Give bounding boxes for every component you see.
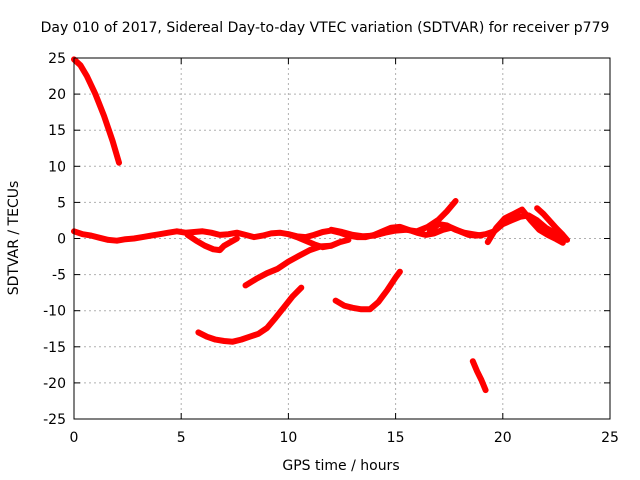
- series-arc-7: [328, 198, 459, 240]
- x-tick-label: 10: [279, 430, 297, 446]
- x-tick-label: 20: [494, 430, 512, 446]
- x-tick-label: 0: [70, 430, 79, 446]
- x-tick-label: 5: [177, 430, 186, 446]
- y-tick-label: 15: [48, 123, 66, 139]
- y-axis-ticks: -25 -20 -15 -10 -5 0 5 10 15 20 25: [43, 51, 610, 428]
- y-axis-label: SDTVAR / TECUs: [6, 181, 22, 296]
- x-tick-label: 15: [387, 430, 405, 446]
- grid: [74, 58, 610, 419]
- series-arc-10: [469, 358, 489, 394]
- y-tick-label: -15: [43, 340, 66, 356]
- chart-title: Day 010 of 2017, Sidereal Day-to-day VTE…: [41, 20, 610, 36]
- y-tick-label: 5: [57, 195, 66, 211]
- x-axis-ticks: 0 5 10 15 20 25: [70, 58, 619, 446]
- y-tick-label: -25: [43, 412, 66, 428]
- y-tick-label: -5: [52, 268, 66, 284]
- series-arc-12: [534, 205, 571, 243]
- y-tick-label: 10: [48, 159, 66, 175]
- series-arc-4: [195, 284, 305, 345]
- y-tick-label: 0: [57, 232, 66, 248]
- series-arc-6: [285, 231, 352, 251]
- series-arc-1: [71, 56, 122, 166]
- series-arc-8: [332, 268, 403, 313]
- y-tick-label: 20: [48, 87, 66, 103]
- series-arc-9: [426, 221, 485, 239]
- x-axis-label: GPS time / hours: [282, 458, 399, 474]
- y-tick-label: -10: [43, 304, 66, 320]
- series-arc-3: [184, 231, 240, 254]
- y-tick-label: -20: [43, 376, 66, 392]
- series-arc-11: [484, 206, 566, 246]
- data-series: [71, 56, 571, 394]
- x-tick-label: 25: [601, 430, 619, 446]
- y-tick-label: 25: [48, 51, 66, 67]
